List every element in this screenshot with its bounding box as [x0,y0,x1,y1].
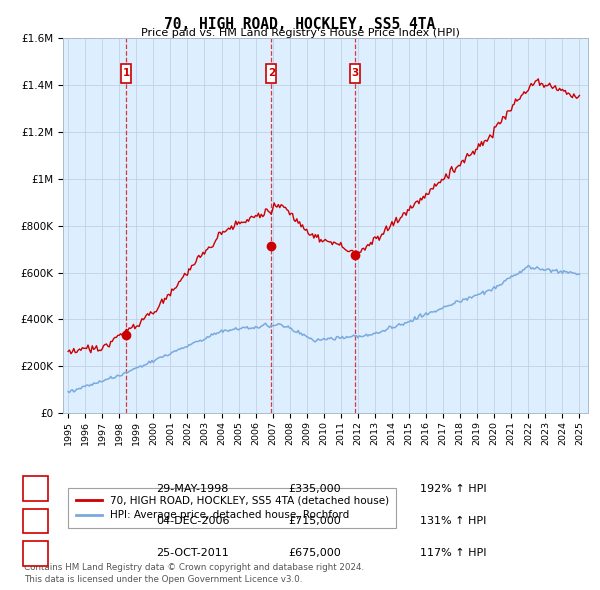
Text: 1: 1 [122,68,130,78]
Text: £715,000: £715,000 [288,516,341,526]
Text: 3: 3 [32,549,39,558]
Text: 117% ↑ HPI: 117% ↑ HPI [420,549,487,558]
Text: 131% ↑ HPI: 131% ↑ HPI [420,516,487,526]
Text: 192% ↑ HPI: 192% ↑ HPI [420,484,487,493]
Bar [350,64,360,83]
Text: Contains HM Land Registry data © Crown copyright and database right 2024.: Contains HM Land Registry data © Crown c… [24,563,364,572]
Bar [121,64,131,83]
Text: 29-MAY-1998: 29-MAY-1998 [156,484,229,493]
Text: 1: 1 [32,484,39,493]
Text: 25-OCT-2011: 25-OCT-2011 [156,549,229,558]
Text: £675,000: £675,000 [288,549,341,558]
Bar [266,64,277,83]
Text: Price paid vs. HM Land Registry's House Price Index (HPI): Price paid vs. HM Land Registry's House … [140,28,460,38]
Text: £335,000: £335,000 [288,484,341,493]
Text: 2: 2 [32,516,39,526]
Text: 2: 2 [268,68,275,78]
Text: 70, HIGH ROAD, HOCKLEY, SS5 4TA: 70, HIGH ROAD, HOCKLEY, SS5 4TA [164,17,436,31]
Text: 04-DEC-2006: 04-DEC-2006 [156,516,229,526]
Text: 3: 3 [351,68,358,78]
Text: This data is licensed under the Open Government Licence v3.0.: This data is licensed under the Open Gov… [24,575,302,584]
Legend: 70, HIGH ROAD, HOCKLEY, SS5 4TA (detached house), HPI: Average price, detached h: 70, HIGH ROAD, HOCKLEY, SS5 4TA (detache… [68,488,396,527]
